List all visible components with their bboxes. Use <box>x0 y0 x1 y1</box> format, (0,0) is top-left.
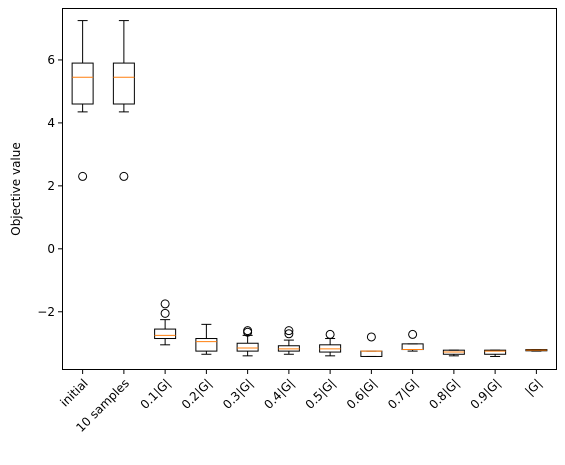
outlier-point <box>243 327 253 337</box>
y-axis: −2 0 2 4 6 <box>37 53 62 319</box>
outlier-point <box>284 329 294 339</box>
outlier-point <box>284 326 294 336</box>
y-axis-label: Objective value <box>9 142 23 236</box>
plot-area <box>62 8 557 370</box>
outlier-point <box>119 171 129 181</box>
box <box>236 342 259 352</box>
outlier-point <box>160 299 170 309</box>
box-group <box>236 326 259 357</box>
box-group <box>484 349 507 357</box>
box-group <box>195 323 218 355</box>
box-group <box>525 349 548 352</box>
box-group <box>277 326 300 355</box>
x-tick-label: 0.7|G| <box>385 376 421 412</box>
y-tick-label: 2 <box>47 179 55 193</box>
x-tick-label: 0.6|G| <box>344 376 380 412</box>
box-group <box>360 332 383 357</box>
plot-frame <box>62 8 557 370</box>
x-tick-label: 0.8|G| <box>426 376 462 412</box>
y-tick-label: 0 <box>47 242 55 256</box>
x-tick-label: 0.4|G| <box>261 376 297 412</box>
y-tick-label: −2 <box>37 305 55 319</box>
x-tick-label: |G| <box>522 376 544 398</box>
x-tick-label: 0.5|G| <box>303 376 339 412</box>
outlier-point <box>408 329 418 339</box>
y-tick-label: 6 <box>47 53 55 67</box>
x-tick-label: 0.3|G| <box>220 376 256 412</box>
box-group <box>112 20 135 181</box>
outlier-point <box>78 171 88 181</box>
y-tick-label: 4 <box>47 116 55 130</box>
box <box>154 328 177 340</box>
outlier-point <box>325 329 335 339</box>
x-tick-label: 0.9|G| <box>468 376 504 412</box>
box <box>484 349 507 355</box>
outlier-point <box>366 332 376 342</box>
box <box>112 62 135 105</box>
box <box>195 338 218 352</box>
box-group <box>71 20 94 181</box>
box <box>71 62 94 105</box>
x-tick-label: 0.1|G| <box>138 376 174 412</box>
box-group <box>154 299 177 346</box>
x-tick-label: 0.2|G| <box>179 376 215 412</box>
box-group <box>401 329 424 352</box>
box-group <box>319 329 342 357</box>
box-group <box>442 349 465 357</box>
outlier-point <box>160 308 170 318</box>
x-tick-label: initial <box>58 376 91 409</box>
box-marks <box>71 20 548 357</box>
